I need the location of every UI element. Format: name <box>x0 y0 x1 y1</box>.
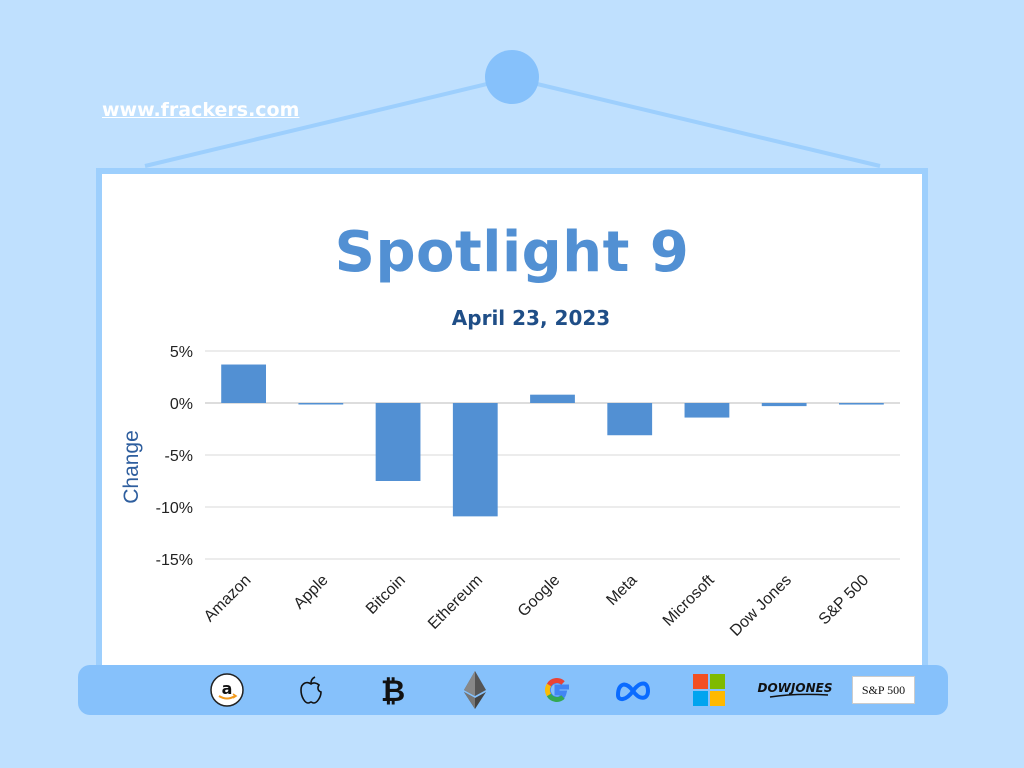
svg-text:a: a <box>222 679 233 698</box>
x-tick-label: Microsoft <box>660 571 718 629</box>
y-tick-label: -10% <box>156 500 193 517</box>
dow-jones-logo-text: DOWJONES <box>758 681 833 695</box>
bar <box>607 403 653 436</box>
amazon-logo-icon: a <box>209 672 245 708</box>
sp500-logo-icon: S&P 500 <box>852 676 915 704</box>
bar <box>375 403 421 481</box>
bar <box>530 394 575 403</box>
meta-logo-icon <box>614 672 652 708</box>
x-tick-label: Google <box>515 572 564 621</box>
y-tick-label: 0% <box>170 396 193 413</box>
bar <box>761 403 807 407</box>
x-tick-label: Ethereum <box>425 572 486 633</box>
pin-circle <box>485 50 539 104</box>
site-link[interactable]: www.frackers.com <box>102 99 300 121</box>
y-tick-label: -15% <box>156 552 193 569</box>
x-tick-label: Bitcoin <box>363 572 409 618</box>
bar <box>684 403 730 418</box>
bar-chart: 5% 0% -5% -10% -15% Change Amazon Apple Bitcoin E… <box>120 344 900 640</box>
x-tick-label: Meta <box>603 572 640 609</box>
y-tick-label: 5% <box>170 344 193 361</box>
microsoft-logo-icon <box>691 672 727 708</box>
chart-board <box>96 168 928 674</box>
bar <box>221 364 267 403</box>
bar <box>298 403 344 405</box>
x-tick-label: Dow Jones <box>727 572 795 640</box>
apple-logo-icon <box>293 672 329 708</box>
bitcoin-logo-icon: ₿ <box>375 672 411 708</box>
x-tick-label: Apple <box>291 572 332 613</box>
chart-subtitle: April 23, 2023 <box>451 306 611 330</box>
dow-jones-logo-icon: DOWJONES <box>756 672 834 708</box>
y-tick-label: -5% <box>165 448 193 465</box>
x-tick-label: S&P 500 <box>816 572 873 629</box>
x-tick-label: Amazon <box>201 572 255 626</box>
hanging-frame <box>144 50 881 168</box>
google-logo-icon <box>539 672 575 708</box>
svg-text:₿: ₿ <box>381 674 405 708</box>
ethereum-logo-icon <box>457 671 493 709</box>
bar <box>452 403 498 517</box>
bar <box>838 403 884 405</box>
y-axis-label: Change <box>120 430 143 504</box>
chart-title: Spotlight 9 <box>334 220 690 285</box>
sp500-logo-text: S&P 500 <box>861 682 906 697</box>
chart-board-inner <box>102 174 922 674</box>
